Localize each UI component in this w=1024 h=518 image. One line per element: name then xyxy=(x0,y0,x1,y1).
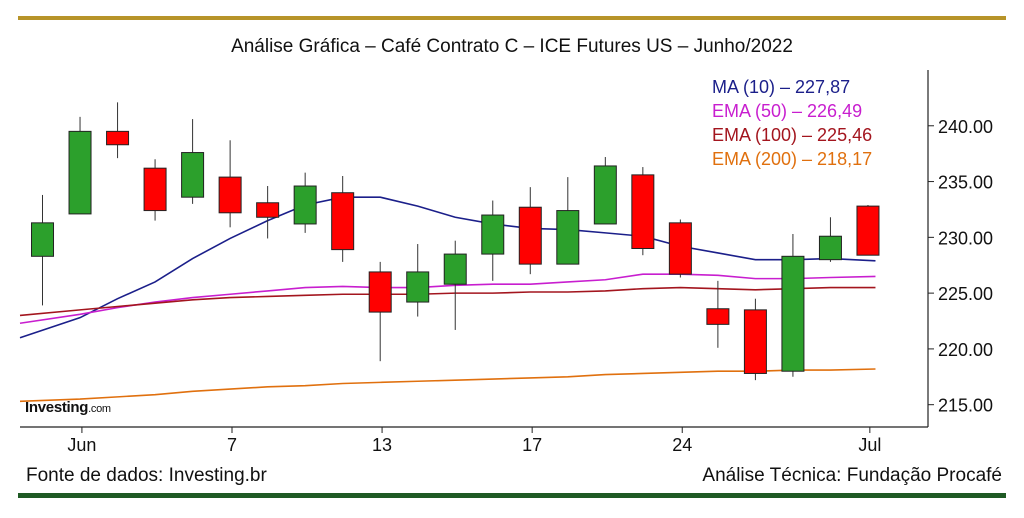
candle-body xyxy=(593,165,617,225)
top-gold-rule xyxy=(18,16,1006,20)
candle-body xyxy=(406,271,430,303)
candle-body xyxy=(68,130,92,215)
candle-body xyxy=(181,152,205,198)
candle-body xyxy=(631,174,655,249)
candle-body xyxy=(818,235,842,261)
candle-body xyxy=(481,214,505,255)
x-tick-label: Jul xyxy=(858,435,881,455)
y-tick-label: 240.00 xyxy=(938,117,993,137)
x-tick-label: 13 xyxy=(372,435,392,455)
candle-body xyxy=(706,308,730,325)
candle-body xyxy=(368,271,392,313)
data-source-text: Fonte de dados: Investing.br xyxy=(26,465,267,486)
chart-legend: MA (10) – 227,87 EMA (50) – 226,49 EMA (10… xyxy=(712,75,872,171)
x-tick-label: Jun xyxy=(67,435,96,455)
legend-entry: EMA (200) – 218,17 xyxy=(712,149,873,169)
candle-body xyxy=(218,176,242,214)
candle-body xyxy=(443,253,467,285)
candle-body xyxy=(256,202,280,218)
legend-entry: EMA (100) – 225,46 xyxy=(712,125,873,145)
candle-body xyxy=(556,210,580,265)
candle-body xyxy=(143,167,167,212)
y-tick-label: 230.00 xyxy=(938,228,993,248)
candle-body xyxy=(106,130,130,146)
x-tick-label: 7 xyxy=(227,435,237,455)
bottom-green-rule xyxy=(18,493,1006,498)
y-tick-label: 235.00 xyxy=(938,173,993,193)
candle-body xyxy=(31,222,55,257)
legend-entry: MA (10) – 227,87 xyxy=(712,77,851,97)
chart-title: Análise Gráfica – Café Contrato C – ICE … xyxy=(231,36,793,57)
y-tick-label: 215.00 xyxy=(938,396,993,416)
candle-body xyxy=(518,206,542,265)
candle-body xyxy=(856,205,880,256)
y-tick-label: 225.00 xyxy=(938,284,993,304)
series-line-0 xyxy=(19,196,876,339)
series-line-3 xyxy=(19,368,876,403)
candle-body xyxy=(781,255,805,372)
x-tick-label: 17 xyxy=(522,435,542,455)
investing-logo: Investing.com xyxy=(25,399,111,416)
candle-body xyxy=(743,309,767,374)
candle-body xyxy=(668,222,692,275)
analysis-credit-text: Análise Técnica: Fundação Procafé xyxy=(702,465,1002,486)
candle-body xyxy=(293,185,317,225)
candle-body xyxy=(331,192,355,251)
x-tick-label: 24 xyxy=(672,435,692,455)
legend-entry: EMA (50) – 226,49 xyxy=(712,101,863,121)
y-tick-label: 220.00 xyxy=(938,340,993,360)
